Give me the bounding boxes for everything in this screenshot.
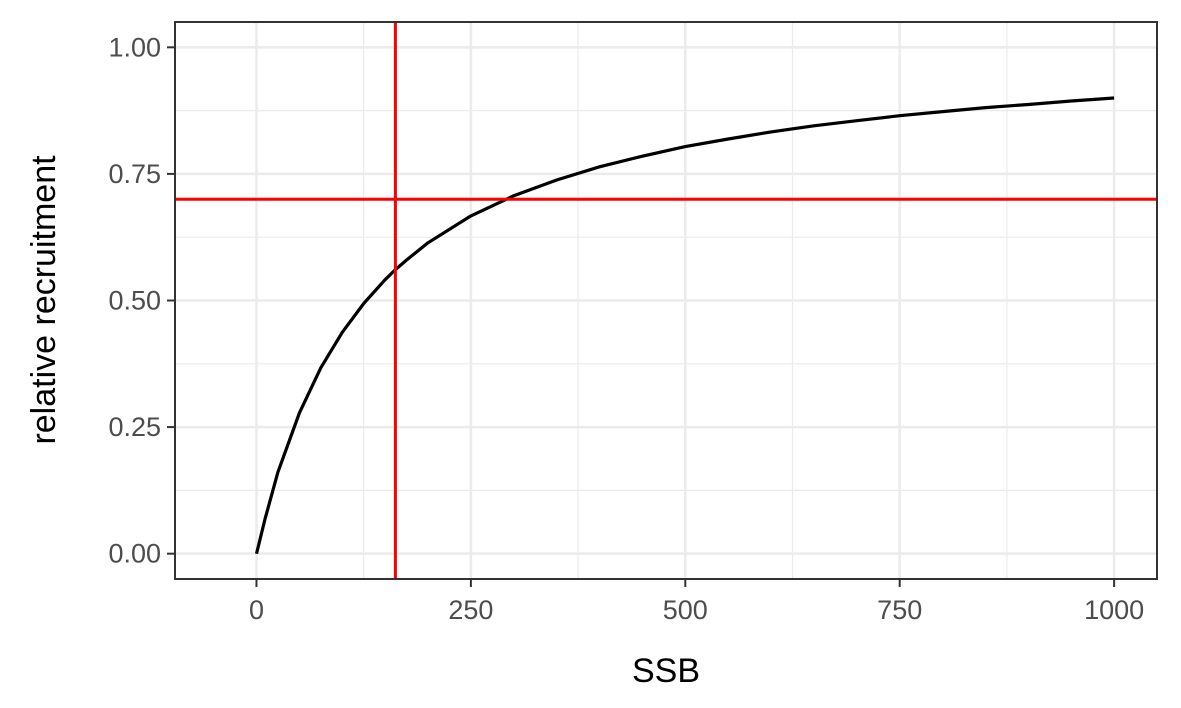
y-axis-title: relative recruitment: [25, 155, 63, 445]
series-layer: [254, 96, 1115, 555]
x-tick-label: 1000: [1084, 595, 1144, 625]
y-tick-label: 0.00: [108, 539, 161, 569]
y-tick-label: 1.00: [108, 32, 161, 62]
x-axis-title: SSB: [632, 652, 700, 690]
x-tick-label: 0: [249, 595, 264, 625]
reference-lines: [175, 22, 1157, 579]
y-tick-label: 0.75: [108, 159, 161, 189]
x-tick-label: 250: [448, 595, 493, 625]
y-tick-label: 0.50: [108, 286, 161, 316]
x-tick-label: 750: [877, 595, 922, 625]
y-tick-label: 0.25: [108, 412, 161, 442]
major-gridlines: [175, 22, 1157, 579]
y-axis-ticks: 0.00 0.25 0.50 0.75 1.00: [108, 32, 175, 569]
x-tick-label: 500: [663, 595, 708, 625]
series-line: [254, 96, 1115, 555]
x-axis-ticks: 0 250 500 750 1000: [249, 579, 1144, 625]
